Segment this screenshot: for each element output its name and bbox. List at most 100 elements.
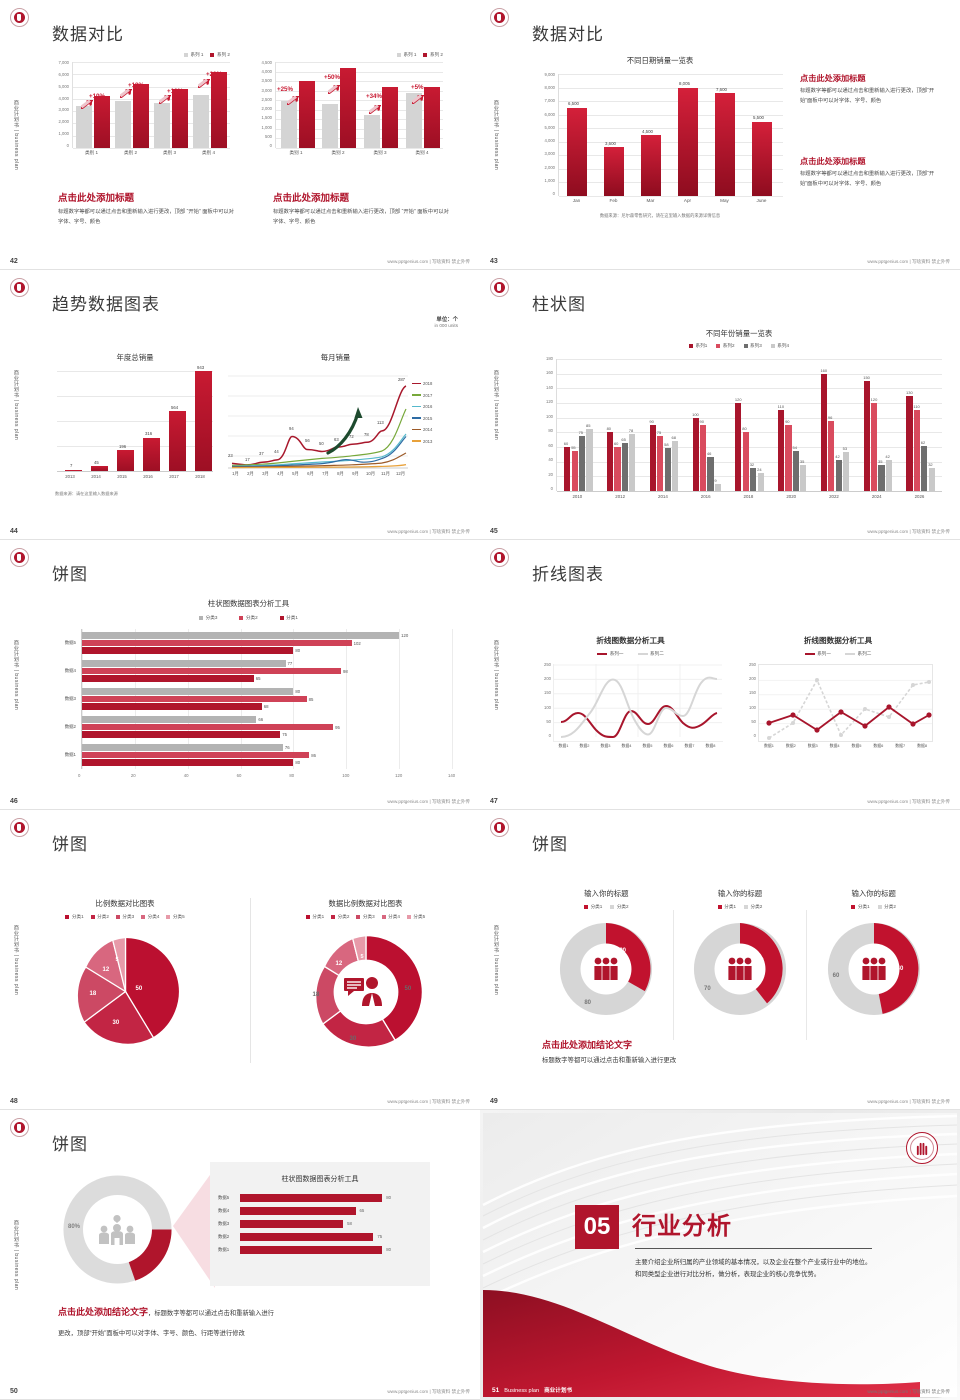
donut-chart-1: 输入你的标题 分类1 分类2 20 80 bbox=[540, 888, 673, 1040]
page-title: 饼图 bbox=[52, 565, 88, 584]
side-label: 商业计划书 | business plan bbox=[12, 924, 19, 996]
bar bbox=[564, 447, 571, 491]
text-block-left: 点击此处添加标题 标题数字等都可以通过点击和重新输入进行更改，顶部 “开始” 面… bbox=[58, 190, 238, 228]
bar-value: 80 bbox=[606, 426, 612, 432]
bar-value: 96 bbox=[827, 414, 833, 420]
slide-49[interactable]: 商业计划书 | business plan 饼图 输入你的标题 分类1 分类2 … bbox=[480, 810, 960, 1110]
chart-s44-left: 年度总销量 7 45 196 316 564 943 bbox=[55, 352, 215, 497]
footer-url: www.pptgenius.com | 写啥资料 禁止外传 bbox=[387, 259, 470, 264]
bar-value: 80 bbox=[742, 426, 747, 432]
bar bbox=[82, 703, 262, 710]
bar-value: 35 bbox=[878, 459, 883, 465]
block-heading: 点击此处添加标题 bbox=[58, 193, 135, 204]
x-tick: 20 bbox=[130, 773, 136, 778]
bar bbox=[757, 473, 764, 491]
bar bbox=[863, 381, 870, 491]
brand-logo-icon bbox=[490, 548, 509, 567]
chart-title: 输入你的标题 bbox=[717, 889, 763, 898]
bar-value: 130 bbox=[906, 389, 913, 395]
slide-50[interactable]: 商业计划书 | business plan 饼图 80% 20% bbox=[0, 1110, 480, 1400]
brand-logo-icon bbox=[10, 818, 29, 837]
chart-s43: 不同日期销量一览表 9,000 8,000 7,000 6,000 5,000 4,0… bbox=[535, 55, 785, 219]
block-heading: 点击此处添加标题 bbox=[273, 193, 350, 204]
bar-value: 9 bbox=[714, 478, 717, 484]
side-label: 商业计划书 | business plan bbox=[12, 639, 19, 711]
footer-url: www.pptgenius.com | 写啥资料 禁止外传 bbox=[387, 1389, 470, 1394]
slide-43[interactable]: 商业计划书 | business plan 数据对比 不同日期销量一览表 9,0… bbox=[480, 0, 960, 270]
pie-value: 30 bbox=[112, 1020, 120, 1026]
bar bbox=[240, 1246, 383, 1254]
bar bbox=[750, 467, 757, 491]
slide-47[interactable]: 商业计划书 | business plan 折线图表 折线图数据分析工具 系列一… bbox=[480, 540, 960, 810]
donut-value: 20 bbox=[619, 948, 627, 954]
bar-value: 58 bbox=[664, 442, 669, 448]
bar bbox=[82, 716, 257, 723]
presenter-icon bbox=[343, 977, 382, 1006]
page-title: 折线图表 bbox=[532, 565, 604, 584]
bar-value: 65 bbox=[621, 437, 626, 443]
block-body: 标题数字等都可以通过点击和重新输入进行更改，顶部“开始”面板中可以对字体、字号、… bbox=[800, 88, 935, 104]
donut-value: 30 bbox=[349, 1036, 357, 1042]
y-axis: 250 200 150 100 50 0 bbox=[544, 662, 551, 738]
page-title: 饼图 bbox=[52, 1135, 88, 1154]
bar bbox=[792, 451, 800, 491]
bar-value: 80 bbox=[295, 648, 301, 654]
bar-value: 58 bbox=[347, 1221, 352, 1227]
footer-en: Business plan bbox=[504, 1388, 540, 1394]
slide-42[interactable]: 商业计划书 | business plan 数据对比 系列 1 系列 2 7,0… bbox=[0, 0, 480, 270]
conclusion-body-2: 更改，顶部“开始”面板中可以对字体、字号、颜色、行距等进行修改 bbox=[58, 1330, 245, 1337]
bar bbox=[699, 425, 707, 491]
bar-value: 24 bbox=[757, 467, 762, 473]
bar bbox=[578, 436, 586, 491]
seal-logo-icon bbox=[906, 1132, 938, 1164]
bar-value: 65 bbox=[359, 1208, 365, 1214]
bar-value: 68 bbox=[671, 435, 676, 441]
slide-48[interactable]: 商业计划书 | business plan 饼图 比例数据对比图表 分类1 分类… bbox=[0, 810, 480, 1110]
x-tick: 140 bbox=[448, 773, 456, 778]
chart-s42-left: 系列 1 系列 2 7,000 6,000 5,000 4,000 3,000 … bbox=[50, 52, 230, 167]
bar bbox=[82, 660, 286, 667]
page-number: 42 bbox=[10, 258, 18, 265]
donut-value: 40 bbox=[896, 966, 904, 972]
y-axis: 数据5 数据4 数据3 数据2 数据1 bbox=[45, 629, 79, 769]
bar-value: 98 bbox=[343, 668, 348, 674]
donut-row: 输入你的标题 分类1 分类2 20 80 bbox=[540, 888, 940, 1040]
brand-logo-icon bbox=[490, 278, 509, 297]
bar bbox=[885, 460, 893, 491]
chart-title: 折线图数据分析工具 bbox=[596, 636, 665, 645]
bar-value: 60 bbox=[613, 441, 619, 446]
slide-44[interactable]: 商业计划书 | business plan 趋势数据图表 单位：个 in 000… bbox=[0, 270, 480, 540]
block-body: 标题数字等都可以通过点击和重新输入进行更改，顶部“开始”面板中可以对字体、字号、… bbox=[800, 171, 935, 187]
bar bbox=[714, 484, 721, 491]
slide-45[interactable]: 商业计划书 | business plan 柱状图 不同年份销量一览表 系列1 … bbox=[480, 270, 960, 540]
bar-label: 数据4 bbox=[218, 1207, 230, 1213]
bar-value: 80 bbox=[386, 1195, 391, 1201]
legend: 系列 1 系列 2 bbox=[253, 52, 443, 58]
bar-value: 75 bbox=[578, 430, 584, 435]
slide-51[interactable]: 05 行业分析 主要介绍企业所归属的产业领域的基本情况，以及企业在整个产业或行业… bbox=[480, 1110, 960, 1400]
bar-list: 数据5 80 数据4 65 数据3 58 数据2 75 数据1 80 bbox=[210, 1194, 430, 1254]
bar bbox=[240, 1220, 344, 1228]
bar-value: 54 bbox=[792, 445, 797, 451]
conclusion-body-1: ，标题数字等都可以通过点击和重新输入进行 bbox=[148, 1310, 274, 1317]
x-axis: 1月 2月 3月 4月 5月 6月 7月 8月 9月 10月 11月 12月 bbox=[232, 471, 406, 476]
x-tick: 100 bbox=[342, 773, 350, 778]
bar bbox=[835, 460, 842, 491]
bar-value: 55 bbox=[571, 444, 576, 450]
bar-value: 110 bbox=[913, 404, 920, 410]
bar-value: 46 bbox=[706, 451, 712, 457]
bar-value: 75 bbox=[377, 1234, 383, 1240]
x-tick: 40 bbox=[183, 773, 189, 778]
bar-value: 80 bbox=[386, 1247, 391, 1253]
page-number: 45 bbox=[490, 528, 498, 535]
divider bbox=[0, 269, 480, 270]
bar bbox=[586, 428, 593, 491]
x-tick: 2014 bbox=[658, 494, 668, 499]
slide-46[interactable]: 商业计划书 | business plan 饼图 柱状图数据图表分析工具 分类3… bbox=[0, 540, 480, 810]
bar-label: 数据3 bbox=[218, 1220, 230, 1226]
bar bbox=[692, 417, 699, 491]
bar-value: 90 bbox=[785, 419, 790, 424]
brand-logo-icon bbox=[490, 8, 509, 27]
bar bbox=[82, 675, 254, 682]
brand-logo-icon bbox=[10, 1118, 29, 1137]
